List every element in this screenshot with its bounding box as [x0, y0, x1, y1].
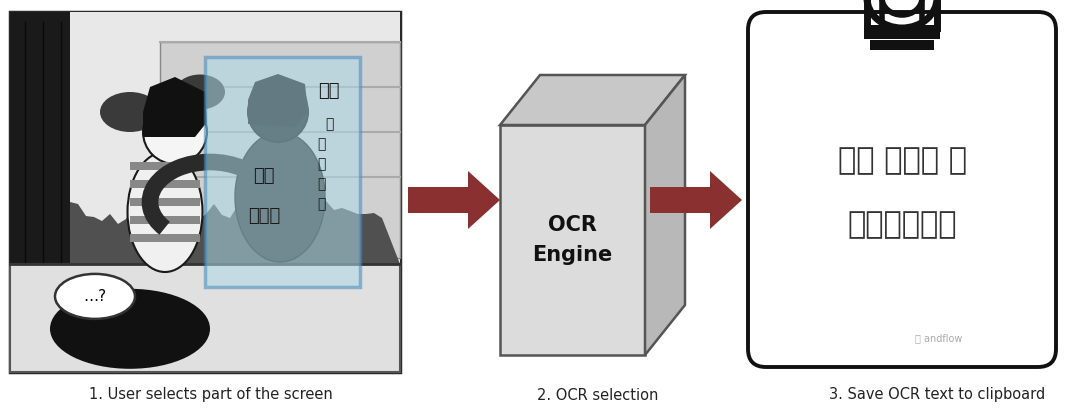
Bar	[10, 12, 70, 372]
Polygon shape	[710, 171, 742, 229]
Ellipse shape	[253, 83, 308, 121]
Bar	[500, 125, 645, 355]
Bar	[10, 12, 400, 282]
Text: 日が: 日が	[253, 167, 274, 185]
Polygon shape	[500, 75, 685, 125]
Text: 帰: 帰	[325, 117, 334, 131]
Text: もう 帰らな い: もう 帰らな い	[837, 147, 967, 176]
Bar	[864, 25, 940, 39]
Text: …?: …?	[83, 289, 107, 304]
Bar	[130, 234, 200, 242]
Bar	[130, 162, 200, 170]
Polygon shape	[143, 77, 207, 137]
Text: もう: もう	[319, 82, 340, 100]
Circle shape	[248, 82, 308, 142]
Ellipse shape	[235, 132, 325, 262]
Polygon shape	[248, 74, 308, 127]
Text: と: と	[318, 197, 325, 211]
Text: 2. OCR selection: 2. OCR selection	[537, 387, 658, 403]
Bar	[130, 198, 200, 206]
Bar	[650, 187, 710, 213]
Bar	[130, 216, 200, 224]
Bar	[10, 264, 400, 372]
Text: い: い	[318, 177, 325, 191]
Bar	[408, 187, 468, 213]
Text: ら: ら	[318, 137, 325, 151]
Text: 1. User selects part of the screen: 1. User selects part of the screen	[89, 387, 333, 403]
Circle shape	[143, 100, 207, 164]
Bar	[130, 180, 200, 188]
Bar	[160, 42, 400, 258]
Bar	[10, 12, 400, 372]
Polygon shape	[468, 171, 500, 229]
Text: OCR
Engine: OCR Engine	[532, 215, 612, 265]
FancyBboxPatch shape	[748, 12, 1056, 367]
Ellipse shape	[50, 289, 210, 369]
Ellipse shape	[127, 152, 203, 272]
Text: と日が暮れる: と日が暮れる	[847, 211, 957, 240]
Polygon shape	[70, 200, 400, 264]
Ellipse shape	[175, 74, 225, 109]
Text: 🐼 andflow: 🐼 andflow	[915, 334, 962, 344]
Text: な: な	[318, 157, 325, 171]
Ellipse shape	[100, 92, 160, 132]
Text: 3. Save OCR text to clipboard: 3. Save OCR text to clipboard	[829, 387, 1045, 403]
Ellipse shape	[55, 274, 135, 319]
Bar	[205, 57, 360, 287]
Polygon shape	[645, 75, 685, 355]
Text: 暮れる: 暮れる	[247, 207, 280, 225]
Bar	[870, 40, 934, 50]
